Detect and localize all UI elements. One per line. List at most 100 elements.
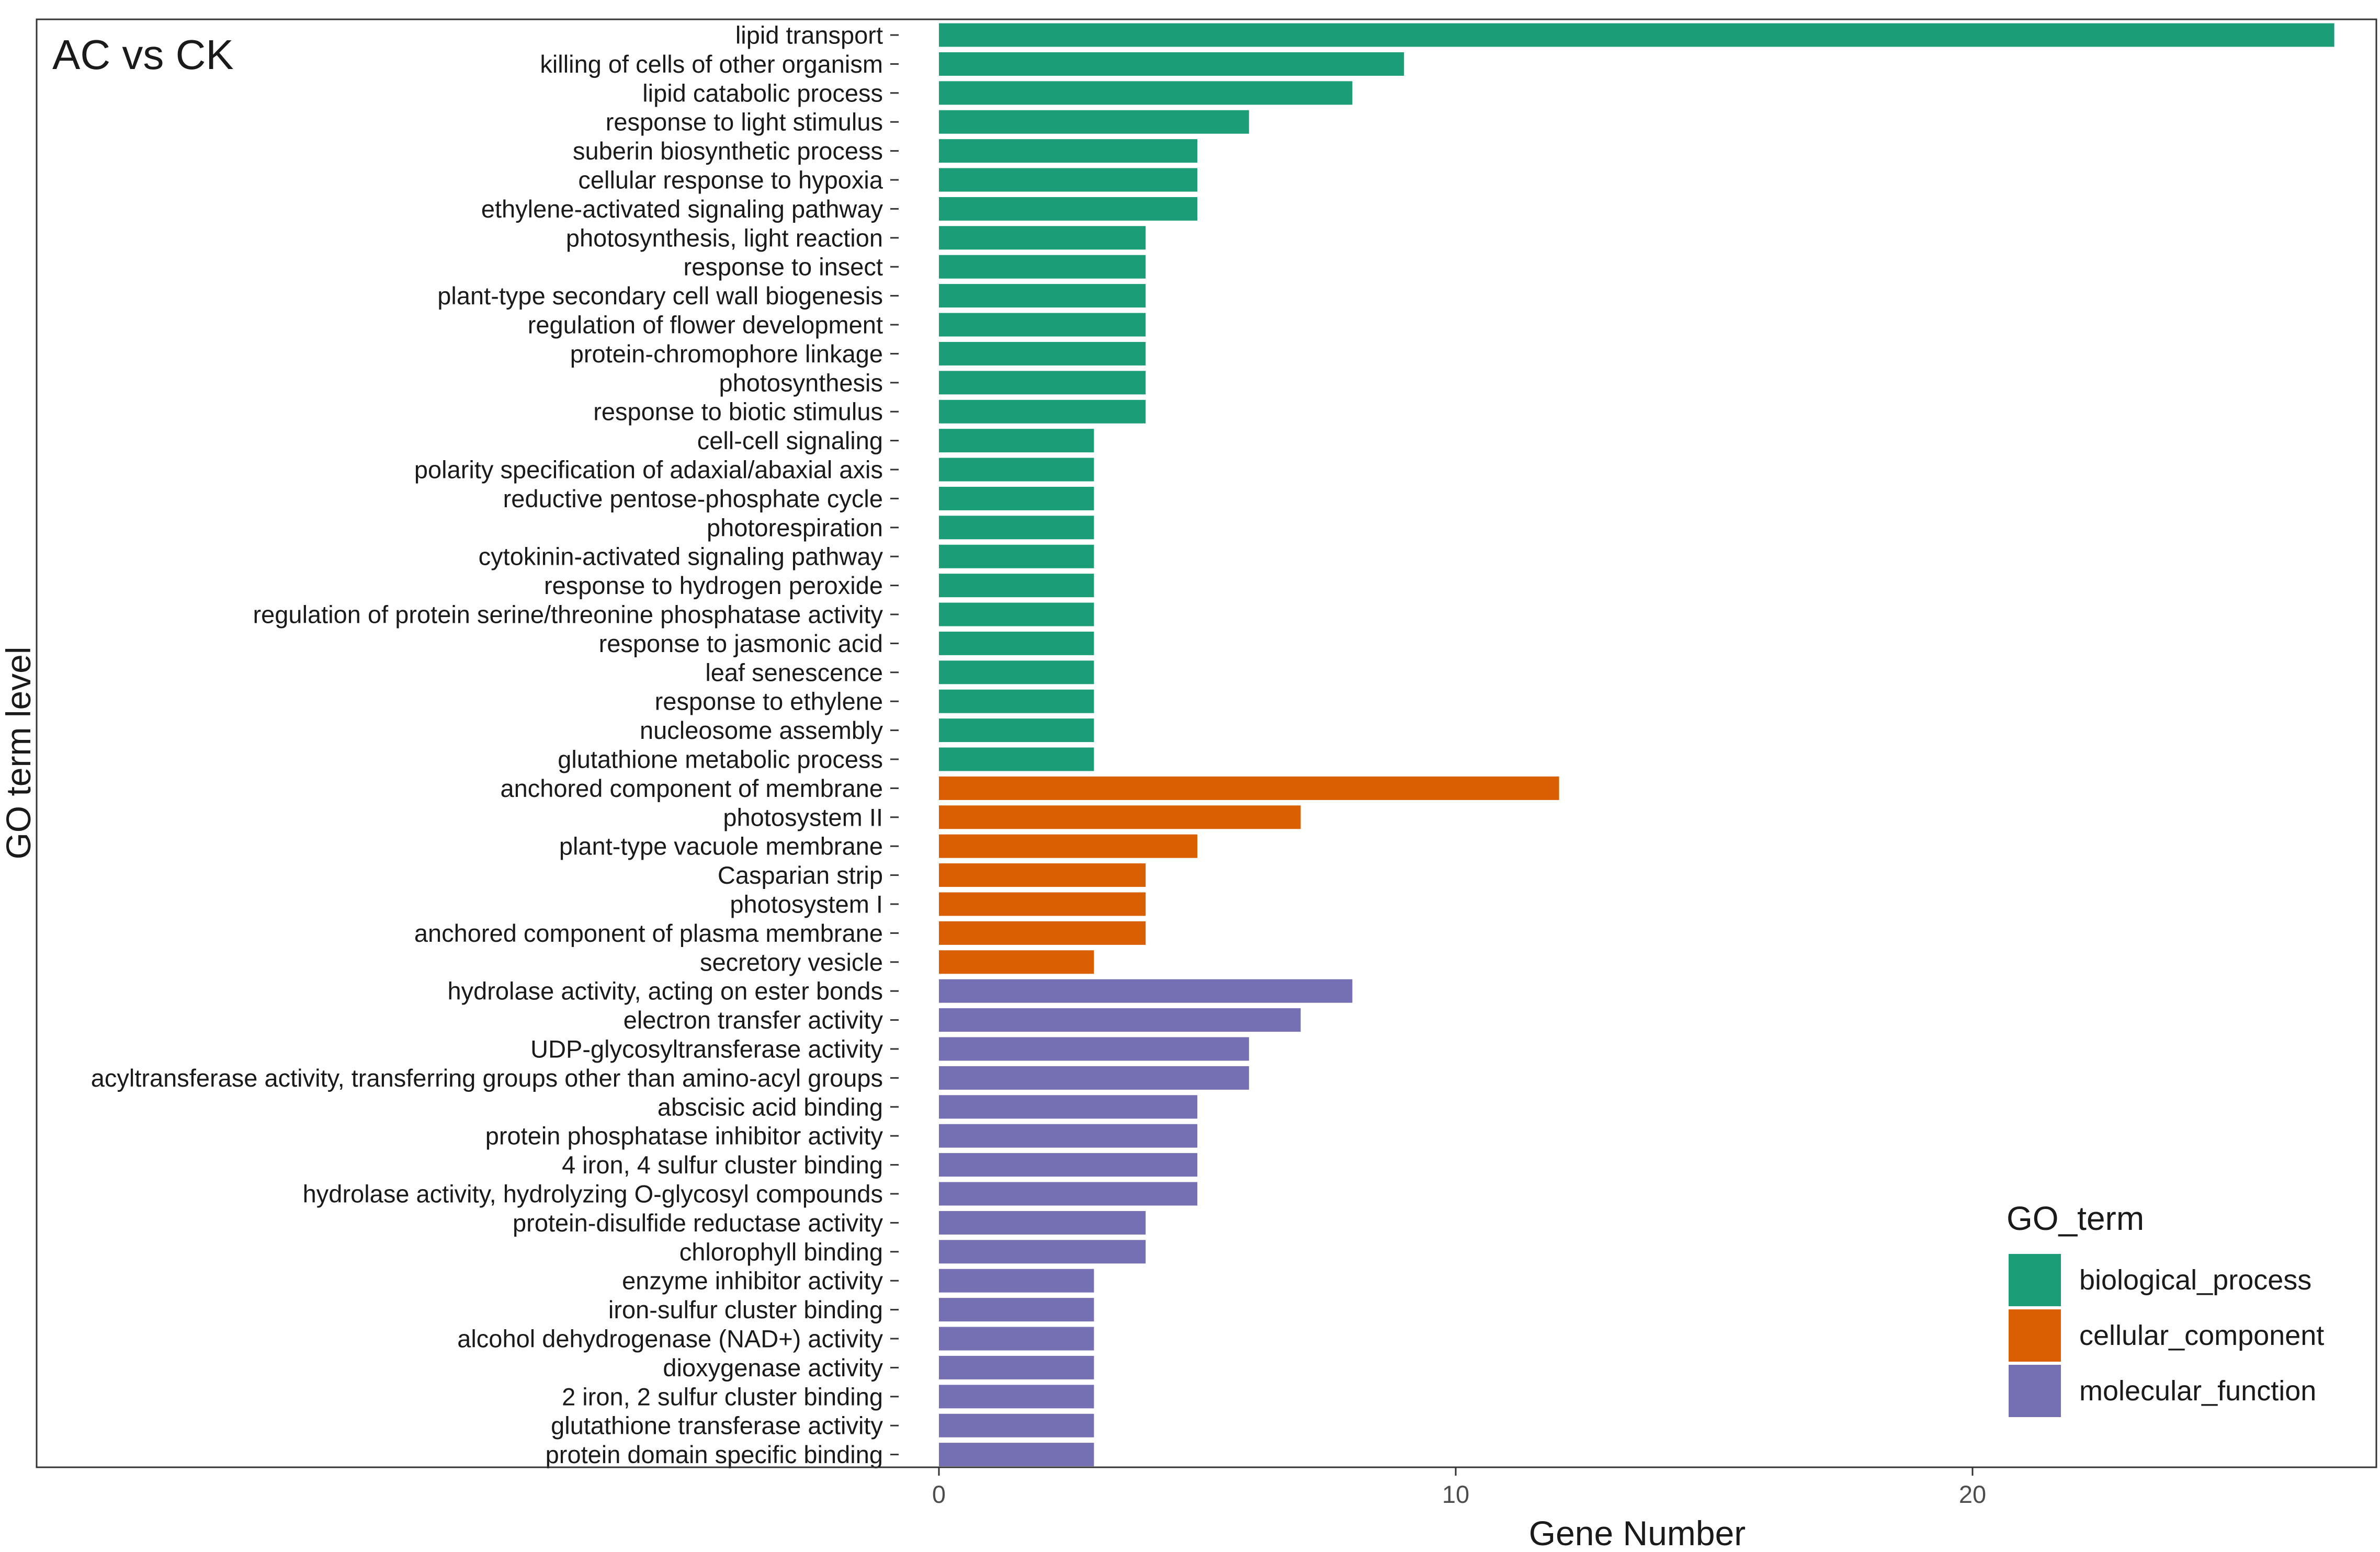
legend-label: biological_process <box>2079 1264 2311 1296</box>
category-label: photosynthesis <box>719 369 883 396</box>
category-label: 2 iron, 2 sulfur cluster binding <box>562 1383 883 1410</box>
category-label: photosystem II <box>723 803 883 831</box>
bar <box>939 574 1094 598</box>
x-axis: 0 10 20 <box>932 1467 1986 1508</box>
panel-title: AC vs CK <box>52 31 234 78</box>
category-label: photorespiration <box>707 513 883 541</box>
bar <box>939 139 1197 163</box>
x-tick-label: 0 <box>932 1480 946 1508</box>
category-label: polarity specification of adaxial/abaxia… <box>414 456 883 484</box>
category-label: cellular response to hypoxia <box>578 166 883 194</box>
category-label: response to biotic stimulus <box>593 398 883 426</box>
bar <box>939 1124 1197 1148</box>
bar <box>939 52 1404 76</box>
category-label: iron-sulfur cluster binding <box>608 1296 883 1323</box>
bar <box>939 921 1146 945</box>
category-label: secretory vesicle <box>700 948 883 976</box>
bar <box>939 1385 1094 1409</box>
category-label: regulation of protein serine/threonine p… <box>253 601 883 629</box>
x-tick-label: 20 <box>1959 1480 1986 1508</box>
legend-title: GO_term <box>2007 1200 2144 1237</box>
bar <box>939 1443 1094 1467</box>
bar <box>939 1240 1146 1264</box>
panel-border <box>36 18 2377 1468</box>
bar <box>939 834 1197 858</box>
bar <box>939 1066 1249 1090</box>
legend: GO_term biological_process cellular_compo… <box>2007 1200 2324 1417</box>
category-label: cell-cell signaling <box>697 427 883 454</box>
bar <box>939 1298 1094 1322</box>
legend-swatch <box>2009 1365 2061 1417</box>
category-label: response to jasmonic acid <box>599 630 883 657</box>
category-label: regulation of flower development <box>528 311 883 339</box>
category-label: reductive pentose-phosphate cycle <box>503 485 883 512</box>
bar <box>939 429 1094 453</box>
legend-label: cellular_component <box>2079 1320 2324 1351</box>
bar <box>939 226 1146 250</box>
bar <box>939 255 1146 279</box>
bar <box>939 805 1301 829</box>
category-label: glutathione transferase activity <box>551 1412 883 1440</box>
bar <box>939 371 1146 395</box>
bar <box>939 284 1146 308</box>
bar <box>939 1269 1094 1293</box>
category-label: anchored component of plasma membrane <box>414 919 883 947</box>
bar <box>939 1327 1094 1351</box>
category-label: glutathione metabolic process <box>558 746 883 773</box>
category-label: lipid catabolic process <box>642 79 883 107</box>
category-label: response to ethylene <box>655 688 883 715</box>
bar <box>939 400 1146 424</box>
category-label: response to hydrogen peroxide <box>544 572 883 599</box>
category-label: photosynthesis, light reaction <box>566 224 883 252</box>
category-label: ethylene-activated signaling pathway <box>481 195 883 223</box>
category-label: response to insect <box>684 253 883 281</box>
bar <box>939 950 1094 974</box>
bar <box>939 602 1094 626</box>
category-label: plant-type vacuole membrane <box>559 832 883 860</box>
y-axis-title: GO term level <box>0 646 38 859</box>
category-label: suberin biosynthetic process <box>573 137 883 165</box>
category-label: hydrolase activity, hydrolyzing O-glycos… <box>303 1180 883 1208</box>
bar <box>939 516 1094 540</box>
bar <box>939 23 2334 47</box>
bar <box>939 1211 1146 1235</box>
bar <box>939 197 1197 221</box>
category-label: hydrolase activity, acting on ester bond… <box>447 977 883 1005</box>
category-label: protein domain specific binding <box>546 1441 883 1468</box>
legend-swatch <box>2009 1254 2061 1306</box>
x-tick-label: 10 <box>1442 1480 1469 1508</box>
category-label: Casparian strip <box>718 861 883 889</box>
bar <box>939 1413 1094 1437</box>
bar <box>939 341 1146 366</box>
bar <box>939 689 1094 713</box>
category-label: electron transfer activity <box>624 1006 883 1034</box>
bar <box>939 486 1094 510</box>
category-label: enzyme inhibitor activity <box>622 1267 883 1295</box>
category-label: protein-chromophore linkage <box>570 340 883 368</box>
x-axis-title: Gene Number <box>1529 1514 1746 1552</box>
bar <box>939 313 1146 337</box>
bar <box>939 776 1559 800</box>
bar <box>939 81 1353 105</box>
category-label: nucleosome assembly <box>640 716 883 744</box>
category-label: photosystem I <box>730 891 883 918</box>
category-label: abscisic acid binding <box>658 1093 883 1121</box>
category-label: dioxygenase activity <box>663 1354 883 1382</box>
bar <box>939 1355 1094 1379</box>
bars-group <box>939 23 2334 1467</box>
bar <box>939 1037 1249 1061</box>
bar <box>939 110 1249 134</box>
category-label: chlorophyll binding <box>679 1238 883 1265</box>
category-label: protein phosphatase inhibitor activity <box>485 1122 883 1150</box>
bar <box>939 168 1197 192</box>
bar <box>939 544 1094 568</box>
category-label: alcohol dehydrogenase (NAD+) activity <box>457 1325 883 1353</box>
bar <box>939 1008 1301 1032</box>
bar <box>939 1182 1197 1206</box>
category-label: lipid transport <box>735 21 883 49</box>
category-label: cytokinin-activated signaling pathway <box>479 543 883 570</box>
bar <box>939 718 1094 743</box>
bar <box>939 747 1094 771</box>
legend-label: molecular_function <box>2079 1375 2316 1407</box>
